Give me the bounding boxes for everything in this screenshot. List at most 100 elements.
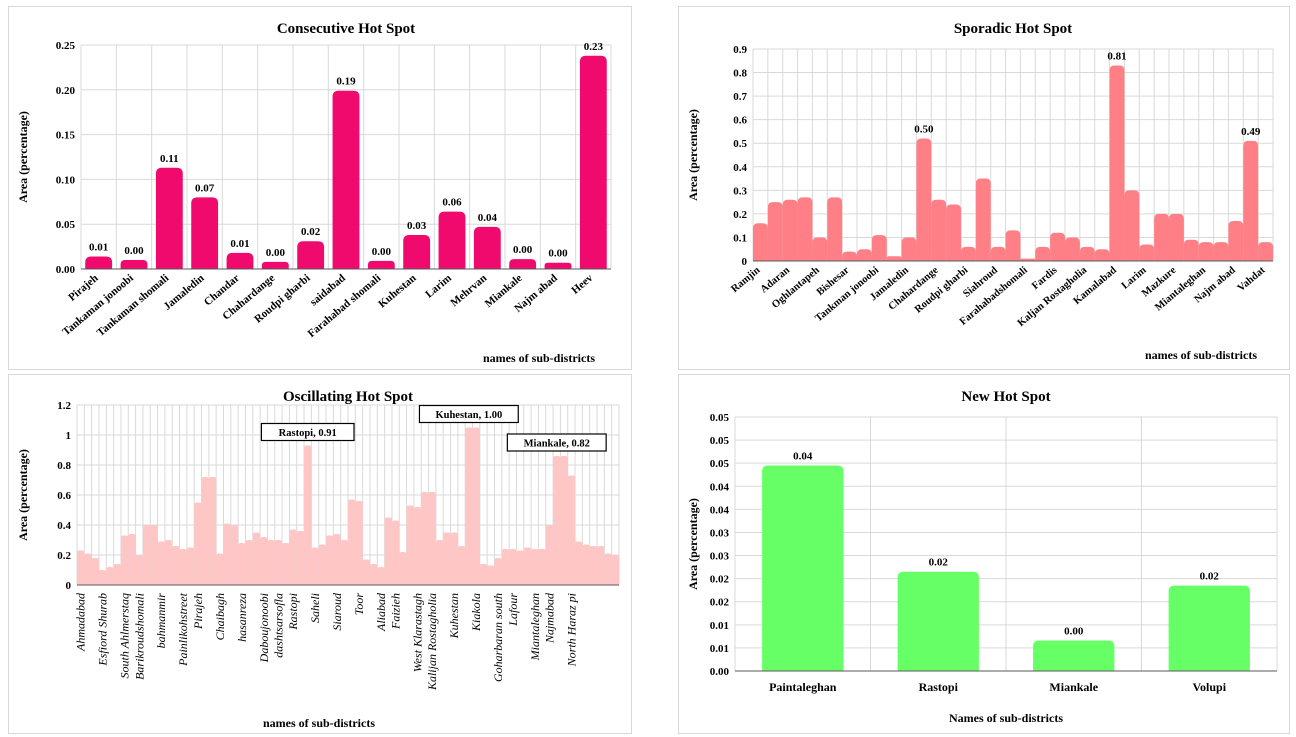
bar <box>403 234 431 269</box>
bar <box>238 543 246 585</box>
bar <box>191 197 219 269</box>
bar <box>1124 190 1140 261</box>
bar <box>472 427 480 585</box>
x-axis-label: names of sub-districts <box>263 716 375 730</box>
bar <box>1050 232 1065 261</box>
bar <box>113 564 121 585</box>
y-tick-label: 0.4 <box>733 162 747 174</box>
bar <box>1109 65 1125 261</box>
bar <box>135 555 143 585</box>
bar <box>457 546 466 585</box>
annotation-box <box>418 404 519 424</box>
bar <box>767 202 783 261</box>
y-axis-label: Area (percentage) <box>16 111 30 203</box>
bar <box>797 197 813 261</box>
bar <box>274 540 283 585</box>
bar <box>931 199 947 261</box>
annotation-box <box>260 422 355 442</box>
x-tick-label: Ramjin <box>729 265 762 295</box>
bar <box>282 543 290 585</box>
bar <box>545 525 554 585</box>
data-label: 0.00 <box>372 246 392 258</box>
bar <box>560 456 568 585</box>
x-tick-label: Vahdat <box>1236 265 1268 295</box>
bar <box>473 226 501 269</box>
y-tick-label: 0 <box>742 256 748 268</box>
bar <box>164 540 173 585</box>
y-tick-label: 0.00 <box>710 666 730 678</box>
y-tick-label: 0.25 <box>56 40 76 52</box>
x-tick-label: Toor <box>352 593 366 616</box>
y-tick-label: 0.05 <box>710 412 730 424</box>
bar <box>961 246 976 261</box>
bar <box>762 465 844 671</box>
bar <box>84 553 92 585</box>
bar <box>1169 213 1184 261</box>
bar <box>1154 213 1169 261</box>
bar <box>901 237 917 261</box>
y-tick-label: 0.02 <box>710 574 730 586</box>
annotation-label: 0.50 <box>914 124 934 136</box>
bar <box>406 505 414 585</box>
oscillating-chart: Oscillating Hot Spot 0 0.2 0.4 0.6 0.8 1 1.2 Are… <box>16 389 620 730</box>
x-tick-label: Siaroud <box>330 592 344 631</box>
x-tick-label: dashtsarsofla <box>271 593 285 658</box>
bar <box>332 90 360 269</box>
x-tick-label: Ahmadabad <box>74 592 88 652</box>
bar <box>377 567 385 585</box>
bar <box>421 492 429 585</box>
bar <box>226 252 254 269</box>
x-tick-label: South Ahlmerstaq <box>118 593 132 678</box>
bar <box>179 549 187 585</box>
y-axis-label: Area (percentage) <box>686 109 700 201</box>
bar <box>252 532 261 585</box>
annotation-label: Miankale, 0.82 <box>524 439 590 450</box>
y-tick-label: 0.9 <box>733 44 747 56</box>
annotation-label: 0.49 <box>1241 126 1261 138</box>
oscillating-chart-panel: Oscillating Hot Spot 0 0.2 0.4 0.6 0.8 1 1.2 Are… <box>8 374 632 734</box>
bar <box>509 549 517 585</box>
data-label: 0.01 <box>230 238 249 250</box>
new-chart-panel: New Hot Spot 0.00 0.01 0.01 0.02 0.02 0.03 0.03… <box>678 374 1290 734</box>
bar <box>91 558 99 585</box>
y-tick-label: 0.03 <box>710 551 730 563</box>
y-tick-label: 0.2 <box>57 550 71 562</box>
bar <box>157 541 165 585</box>
bar <box>604 553 612 585</box>
bar <box>523 547 532 585</box>
bar <box>326 535 334 585</box>
bar <box>1168 585 1250 671</box>
bar <box>413 507 422 585</box>
bar <box>296 531 305 585</box>
bar <box>871 235 887 261</box>
x-tick-label: West Klarastagh <box>411 593 425 672</box>
chart-title: Consecutive Hot Spot <box>277 21 415 37</box>
bar <box>267 540 275 585</box>
data-label: 0.04 <box>478 212 498 224</box>
bar <box>194 502 202 585</box>
x-tick-label: Barikroudshomali <box>132 593 146 680</box>
y-tick-label: 0.01 <box>710 620 729 632</box>
bar <box>553 456 561 585</box>
y-tick-label: 0.8 <box>57 460 71 472</box>
x-tick-label: Daboujonoobi <box>257 593 271 663</box>
bar <box>494 558 502 585</box>
x-tick-label: North Haraz pi <box>564 593 578 667</box>
bar <box>435 540 444 585</box>
bar <box>1183 239 1199 261</box>
chart-title: Oscillating Hot Spot <box>283 389 413 405</box>
x-axis-label: Names of sub-districts <box>949 711 1063 725</box>
sporadic-chart: Sporadic Hot Spot 0 0.1 0.2 0.3 0.4 0.5 0.6 0.7 0… <box>686 21 1274 362</box>
data-label: 0.23 <box>584 41 604 53</box>
bar <box>150 525 158 585</box>
x-tick-label: Mehrvan <box>448 272 489 309</box>
x-tick-label: Heev <box>569 272 595 297</box>
x-tick-label: Kuhestan <box>447 593 461 639</box>
bar <box>172 546 180 585</box>
bar <box>311 547 319 585</box>
bar <box>289 529 297 585</box>
y-tick-label: 1 <box>66 430 72 442</box>
x-tick-label: Goharbaran south <box>491 593 505 682</box>
y-tick-label: 0.00 <box>56 264 76 276</box>
data-label: 0.00 <box>548 248 568 260</box>
